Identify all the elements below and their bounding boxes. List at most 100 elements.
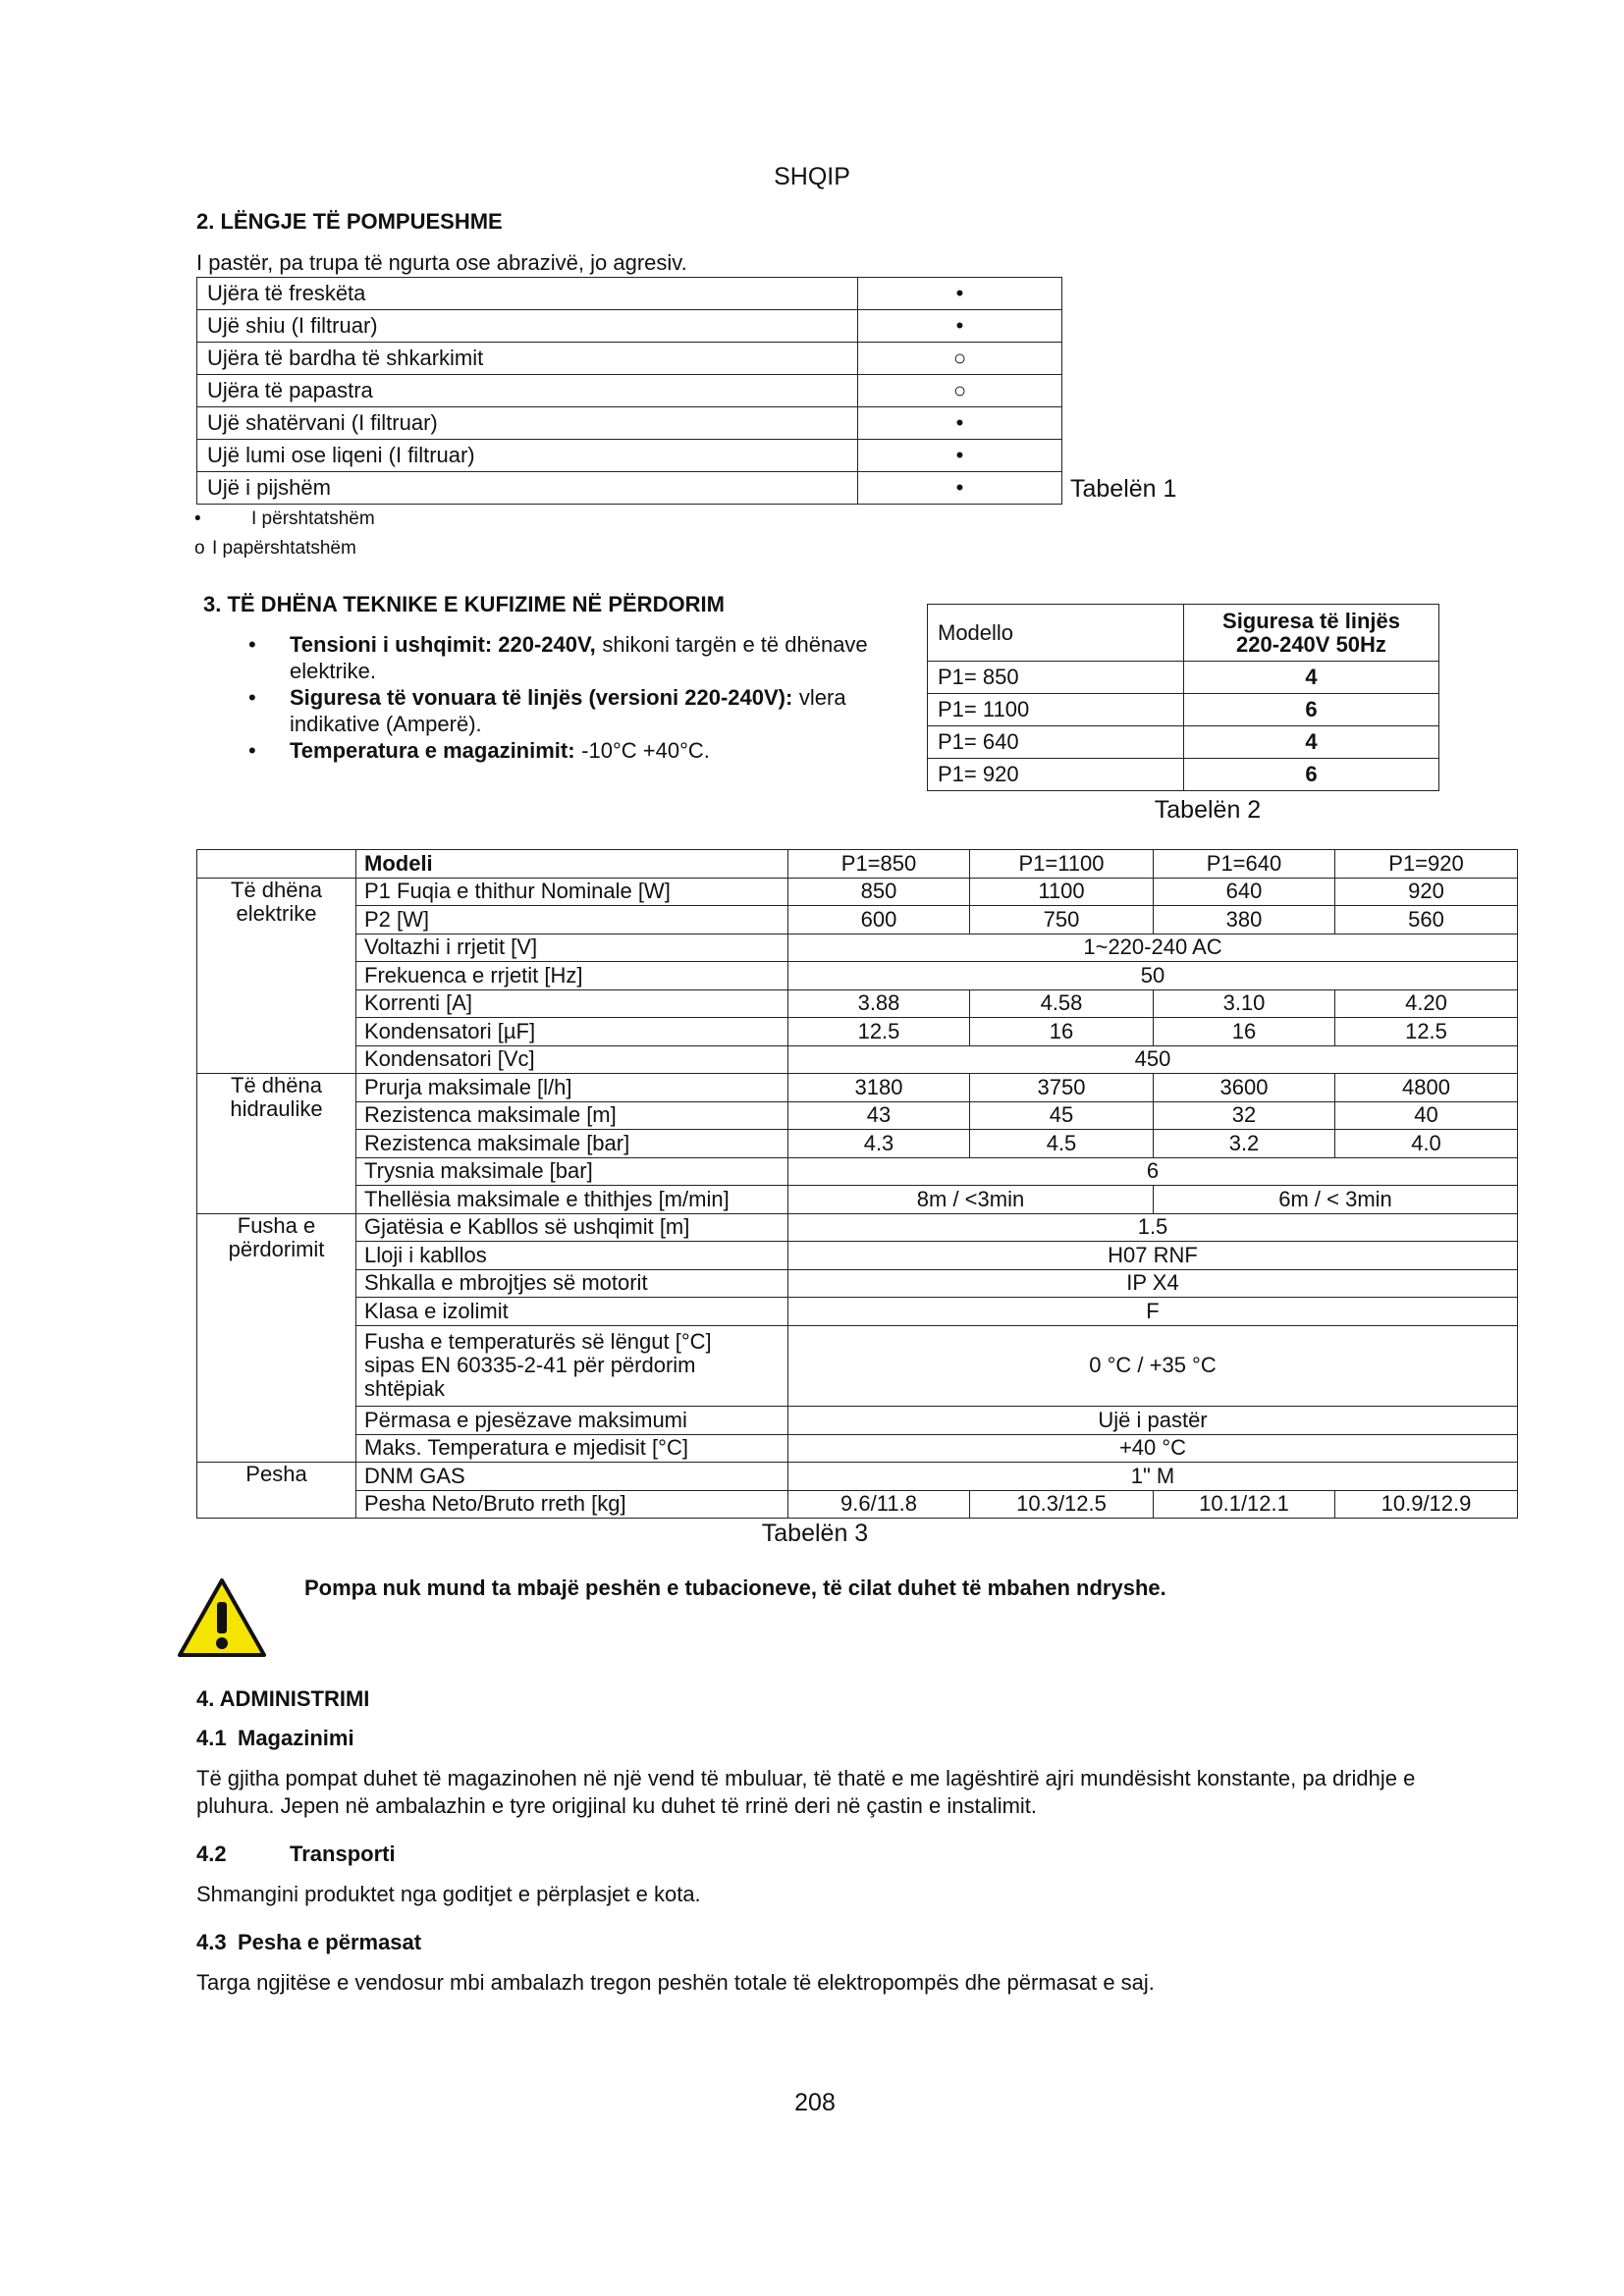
legend: • I përshtatshëm o I papërshtatshëm [194,508,375,567]
paragraph: Shmangini produktet nga goditjet e përpl… [196,1882,701,1906]
bullet-dot: • [248,685,256,710]
table-row: P1= 640 4 [927,725,1439,759]
table-row: Pesha DNM GAS 1" M [196,1462,1518,1519]
table-cell: 4.20 [1334,988,1518,1018]
table-cell: P1= 640 [927,725,1184,759]
header-cell: Siguresa të linjës 220-240V 50Hz [1183,604,1439,662]
table-cell [196,849,356,879]
table-cell: 6 [787,1156,1518,1186]
page-number: 208 [794,2089,836,2116]
table-cell: 3.10 [1153,988,1335,1018]
paragraph: Të gjitha pompat duhet të magazinohen në… [196,1766,1416,1818]
table-row: Ujëra të freskëta • [196,277,1062,310]
subsection-number: 4.2 [196,1842,227,1866]
table-cell: 50 [787,961,1518,990]
subsection-number: 4.3 [196,1930,227,1954]
section-heading: 2. LËNGJE TË POMPUESHME [196,209,503,234]
table-cell: 1~220-240 AC [787,933,1518,962]
table-cell: 4.5 [969,1129,1154,1158]
table-cell: • [857,471,1062,505]
table-row: Modello Siguresa të linjës 220-240V 50Hz [927,604,1439,662]
row-label: Kondensatori [µF] [355,1017,788,1046]
table-cell: 4.0 [1334,1129,1518,1158]
bullet-bold: Tensioni i ushqimit: 220-240V, [290,632,596,657]
bullet-text: -10°C +40°C. [581,738,710,763]
table-row: Ujëra të bardha të shkarkimit ○ [196,342,1062,375]
table-cell: 8m / <3min [787,1185,1154,1214]
table-row: Korrenti [A] 3.88 4.58 3.10 4.20 [197,988,1518,1018]
table-row: Pesha Neto/Bruto rreth [kg] 9.6/11.8 10.3/… [197,1489,1518,1519]
table-cell: 10.3/12.5 [969,1489,1154,1519]
table-cell: 12.5 [1334,1017,1518,1046]
table-row: Thellësia maksimale e thithjes [m/min] 8m… [197,1185,1518,1214]
table-row: Shkalla e mbrojtjes së motorit IP X4 [197,1268,1518,1298]
legend-label: I papërshtatshëm [212,538,356,559]
table-cell: 3750 [969,1073,1154,1102]
group-cell: Pesha [196,1462,356,1519]
section-heading: 3. TË DHËNA TEKNIKE E KUFIZIME NË PËRDOR… [203,592,725,616]
table-row: Rezistenca maksimale [m] 43 45 32 40 [197,1100,1518,1130]
table-cell: Ujë i pastër [787,1406,1518,1435]
table-row: Kondensatori [Vc] 450 [197,1044,1518,1074]
table-cell: Ujëra të bardha të shkarkimit [196,342,858,375]
subsection-heading: 4.2 Transporti [196,1842,1424,1871]
table-cell: 6 [1183,758,1439,791]
cell-line: hidraulike [230,1096,323,1121]
table-cell: 3.2 [1153,1129,1335,1158]
table-cell: 4 [1183,661,1439,694]
table-cell: 32 [1153,1100,1335,1130]
table-cell: IP X4 [787,1268,1518,1298]
row-label: Lloji i kabllos [355,1241,788,1270]
table-cell: 9.6/11.8 [787,1489,970,1519]
table-cell: 4 [1183,725,1439,759]
table-cell: 920 [1334,877,1518,906]
table-cell: 600 [787,905,970,934]
bullet: • Temperatura e magazinimit: -10°C +40°C. [241,737,908,764]
table-cell: 3600 [1153,1073,1335,1102]
table-row: Kondensatori [µF] 12.5 16 16 12.5 [197,1017,1518,1046]
header-cell: P1=850 [787,849,970,879]
table-cell: H07 RNF [787,1241,1518,1270]
cell-line: Siguresa të linjës [1222,608,1400,633]
row-label: Kondensatori [Vc] [355,1044,788,1074]
table-cell: 4800 [1334,1073,1518,1102]
row-label: P1 Fuqia e thithur Nominale [W] [355,877,788,906]
table-cell: 43 [787,1100,970,1130]
legend-symbol: o [194,538,205,559]
table-cell: 1.5 [787,1212,1518,1242]
intro: I pastër, pa trupa të ngurta ose abraziv… [196,250,687,275]
legend-item: o I papërshtatshëm [194,538,375,567]
bullet-dot: • [248,632,256,657]
page-header: SHQIP [774,163,850,190]
bullet-list: • Tensioni i ushqimit: 220-240V, shikoni t… [241,631,908,764]
table-row: Trysnia maksimale [bar] 6 [197,1156,1518,1186]
row-label: Rezistenca maksimale [m] [355,1100,788,1130]
warning-text: Pompa nuk mund ta mbajë peshën e tubacio… [304,1575,1166,1600]
table-caption: Tabelën 3 [761,1520,869,1547]
row-label: Frekuenca e rrjetit [Hz] [355,961,788,990]
cell-line: Të dhëna [231,878,322,902]
subsection-title: Magazinimi [238,1726,354,1750]
table-cell: 4.3 [787,1129,970,1158]
row-label: Trysnia maksimale [bar] [355,1156,788,1186]
group-cell: Të dhëna hidraulike [196,1073,356,1214]
table-row: Ujë i pijshëm • [196,471,1062,505]
row-label: Voltazhi i rrjetit [V] [355,933,788,962]
row-label: Fusha e temperaturës së lëngut [°C] sipas… [355,1324,788,1407]
row-label: Pesha Neto/Bruto rreth [kg] [355,1489,788,1519]
table-cell: ○ [857,342,1062,375]
table-cell: Ujë i pijshëm [196,471,858,505]
table-row: Ujë shiu (I filtruar) • [196,309,1062,343]
legend-label: I përshtatshëm [251,508,375,529]
group-cell: Të dhëna elektrike [196,877,356,1074]
table-cell: P1= 920 [927,758,1184,791]
table-cell: +40 °C [787,1433,1518,1463]
cell-line: sipas EN 60335-2-41 për përdorim [364,1353,696,1378]
table-cell: 450 [787,1044,1518,1074]
cell-line: elektrike [236,900,317,926]
table-cell: 16 [1153,1017,1335,1046]
table-cell: 3180 [787,1073,970,1102]
group-cell: Fusha e përdorimit [196,1212,356,1463]
table-cell: P1= 850 [927,661,1184,694]
table-cell: 380 [1153,905,1335,934]
